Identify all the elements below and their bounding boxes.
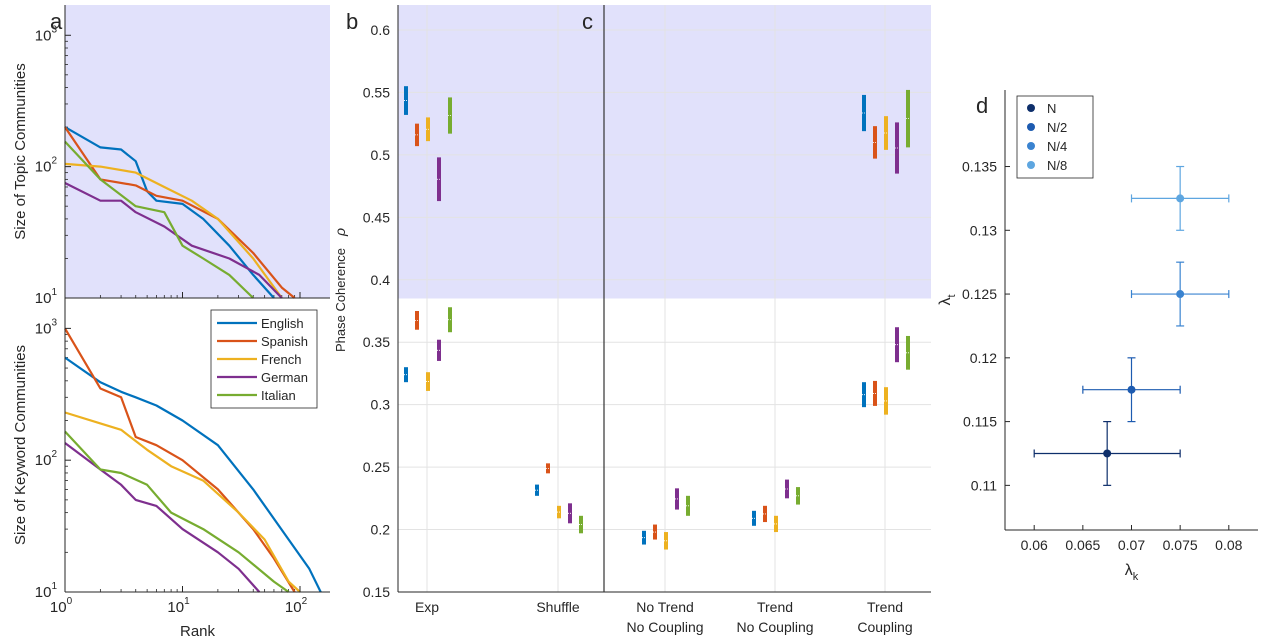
- y-tick-label-0-3: 0.3: [371, 397, 391, 413]
- x-axis-label: Rank: [180, 623, 216, 638]
- series-line-italian: [64, 140, 254, 299]
- y-tick-label-0-135: 0.135: [962, 159, 997, 175]
- x-tick-label-no-trend-2: No Trend: [636, 599, 694, 615]
- series-line-english: [64, 356, 322, 593]
- y-tick-label-1: 101: [35, 581, 58, 601]
- y-tick-label-3: 103: [35, 317, 58, 337]
- panel-d-lambda-chart: 0.11 0.115 0.12 0.125 0.13 0.135 0.06 0.065 0.07…: [937, 90, 1258, 583]
- legend-marker-n-8: [1027, 161, 1035, 169]
- legend: N N/2 N/4 N/8: [1016, 95, 1094, 179]
- legend-label-italian: Italian: [261, 388, 296, 403]
- y-tick-label-0-115: 0.115: [963, 414, 997, 430]
- y-tick-label-0-11: 0.11: [971, 477, 997, 493]
- x-tick-label-0-075: 0.075: [1163, 537, 1198, 553]
- data-point-n-8: [1176, 194, 1185, 203]
- legend-marker-n-2: [1027, 123, 1035, 131]
- x-tick-label-shuffle-1: Shuffle: [536, 599, 580, 615]
- x-tick-label-trend-3: Trend: [757, 599, 793, 615]
- y-tick-label-0-125: 0.125: [962, 286, 997, 302]
- legend-label-n: N: [1047, 101, 1056, 116]
- y-tick-label-0-55: 0.55: [363, 84, 390, 100]
- x-tick-label-exp-0: Exp: [415, 599, 439, 615]
- legend-label-english: English: [261, 316, 304, 331]
- panel-a-topic-chart: 101 102 103 Size of Topic Communities: [12, 5, 330, 307]
- x-tick-label-0-07: 0.07: [1118, 537, 1145, 553]
- legend-marker-n: [1027, 104, 1035, 112]
- x-tick-label-1: 101: [167, 596, 190, 616]
- x-tick-label-0-08: 0.08: [1215, 537, 1242, 553]
- x-tick-label-0: 100: [50, 596, 73, 616]
- y-axis-label: Size of Topic Communities: [12, 63, 29, 239]
- y-axis-label: Phase Coherence: [333, 248, 348, 352]
- series-line-italian: [64, 430, 290, 593]
- series-line-spanish: [64, 126, 296, 299]
- x-tick-label-0-06: 0.06: [1021, 537, 1048, 553]
- y-tick-label-2: 102: [35, 156, 58, 176]
- y-axis-label: Size of Keyword Communities: [12, 345, 29, 545]
- legend-label-spanish: Spanish: [261, 334, 308, 349]
- legend: English Spanish French German Italian: [210, 309, 318, 409]
- legend-label-n-4: N/4: [1047, 139, 1067, 154]
- y-tick-label-0-25: 0.25: [363, 459, 390, 475]
- data-point-n-2: [1127, 385, 1136, 394]
- y-tick-label-0-45: 0.45: [363, 209, 390, 225]
- x-tick-label-0-065: 0.065: [1065, 537, 1100, 553]
- plot-background: [65, 5, 330, 298]
- y-tick-label-0-4: 0.4: [371, 272, 391, 288]
- y-tick-label-0-5: 0.5: [371, 147, 391, 163]
- y-tick-label-3: 103: [35, 24, 58, 44]
- series-line-english: [64, 126, 275, 299]
- y-tick-label-0-13: 0.13: [970, 222, 997, 238]
- legend-label-n-2: N/2: [1047, 120, 1067, 135]
- panel-letter-a: a: [50, 9, 63, 34]
- panel-letter-b: b: [346, 9, 358, 34]
- y-tick-label-2: 102: [35, 449, 58, 469]
- y-tick-label-1: 101: [35, 287, 58, 307]
- series-line-german: [64, 442, 261, 593]
- y-tick-label-0-12: 0.12: [970, 350, 997, 366]
- panel-letters: a b c d: [50, 9, 988, 118]
- legend-marker-n-4: [1027, 142, 1035, 150]
- x-tick-label-2: 102: [285, 596, 308, 616]
- data-point-n: [1103, 449, 1112, 458]
- panel-bc-phase-coherence-chart: 0.15 0.2 0.25 0.3 0.35 0.4 0.45 0.5 0.55 0.6 Exp Sh…: [332, 5, 931, 635]
- panel-letter-c: c: [582, 9, 593, 34]
- legend-label-german: German: [261, 370, 308, 385]
- data-point-n-4: [1176, 290, 1185, 299]
- x-tick-label-coupling-4: Coupling: [857, 619, 912, 635]
- y-axis-symbol: ρ: [332, 228, 348, 237]
- y-tick-label-0-6: 0.6: [371, 22, 391, 38]
- series-line-french: [64, 411, 301, 593]
- series-line-french: [64, 162, 283, 299]
- y-axis-label: λt: [937, 294, 958, 305]
- legend-label-n-8: N/8: [1047, 158, 1067, 173]
- series-line-spanish: [64, 327, 296, 593]
- x-axis-label: λk: [1125, 562, 1139, 583]
- panel-letter-d: d: [976, 93, 988, 118]
- legend-label-french: French: [261, 352, 301, 367]
- x-tick-label-no-coupling-2: No Coupling: [626, 619, 703, 635]
- x-tick-label-trend-4: Trend: [867, 599, 903, 615]
- series-line-german: [64, 182, 283, 299]
- y-tick-label-0-2: 0.2: [371, 522, 391, 538]
- y-tick-label-0-15: 0.15: [363, 584, 390, 600]
- x-tick-label-no-coupling-3: No Coupling: [736, 619, 813, 635]
- y-tick-label-0-35: 0.35: [363, 334, 390, 350]
